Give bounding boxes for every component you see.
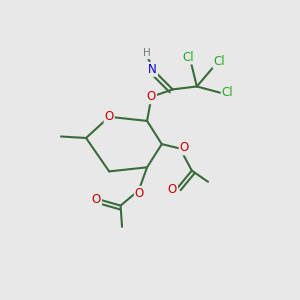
Text: O: O: [104, 110, 114, 123]
Text: O: O: [168, 183, 177, 196]
Text: N: N: [148, 63, 157, 76]
Text: O: O: [147, 90, 156, 103]
Text: H: H: [143, 48, 151, 58]
Text: Cl: Cl: [213, 55, 225, 68]
Text: O: O: [179, 141, 189, 154]
Text: Cl: Cl: [182, 50, 194, 64]
Text: Cl: Cl: [222, 86, 233, 99]
Text: O: O: [135, 187, 144, 200]
Text: O: O: [92, 193, 101, 206]
